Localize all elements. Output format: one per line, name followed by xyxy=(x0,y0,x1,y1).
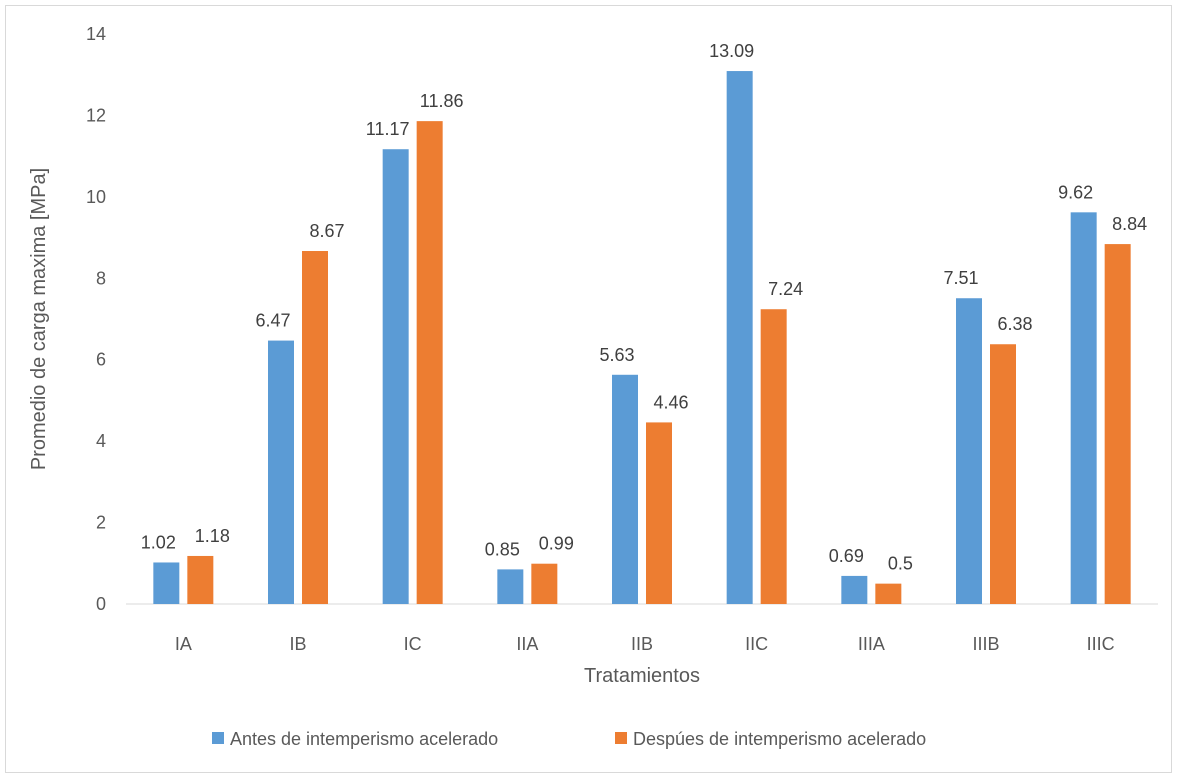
bar-antes-ib xyxy=(268,340,294,604)
bars xyxy=(153,71,1131,605)
data-label: 8.84 xyxy=(1112,214,1147,234)
bar-antes-ic xyxy=(382,149,409,604)
bar-despues-iib xyxy=(646,422,672,604)
legend-label: Antes de intemperismo acelerado xyxy=(230,729,498,749)
data-label: 11.86 xyxy=(420,91,464,111)
y-axis-ticks: 0 2 4 6 8 10 12 14 xyxy=(86,24,106,614)
x-tick-label: IIB xyxy=(631,634,653,654)
bar-antes-iiia xyxy=(841,575,868,604)
y-tick-label: 6 xyxy=(96,350,106,370)
bar-despues-ib xyxy=(302,251,328,604)
bar-antes-iiic xyxy=(1070,212,1097,605)
data-label: 0.5 xyxy=(888,554,913,574)
bar-antes-ia xyxy=(153,562,180,604)
x-axis-title: Tratamientos xyxy=(584,665,700,687)
data-label: 7.51 xyxy=(943,268,978,288)
y-tick-label: 10 xyxy=(86,187,106,207)
y-tick-label: 0 xyxy=(96,594,106,614)
x-tick-label: IB xyxy=(289,634,306,654)
bar-despues-ia xyxy=(187,555,214,604)
bar-antes-iiib xyxy=(956,298,982,604)
data-label: 9.62 xyxy=(1058,182,1093,202)
data-label: 0.99 xyxy=(539,534,574,554)
data-label: 6.38 xyxy=(997,314,1032,334)
y-tick-label: 12 xyxy=(86,105,106,125)
x-tick-label: IIIA xyxy=(858,634,885,654)
bar-antes-iic xyxy=(726,71,753,605)
x-axis-ticks: IA IB IC IIA IIB IIC IIIA IIIB IIIC xyxy=(175,634,1115,654)
data-label: 5.63 xyxy=(599,345,634,365)
bar-despues-iia xyxy=(531,563,558,604)
x-tick-label: IIC xyxy=(745,634,768,654)
y-axis-title: Promedio de carga maxima [MPa] xyxy=(28,168,50,470)
data-label: 11.17 xyxy=(366,119,410,139)
x-tick-label: IIA xyxy=(516,634,538,654)
y-tick-label: 4 xyxy=(96,431,106,451)
bar-despues-iic xyxy=(760,309,787,604)
data-label: 6.47 xyxy=(255,311,290,331)
bar-antes-iia xyxy=(497,569,524,604)
bar-despues-iiib xyxy=(990,344,1016,604)
y-tick-label: 14 xyxy=(86,24,106,44)
legend: Antes de intemperismo acelerado Despúes d… xyxy=(212,729,926,749)
data-label: 1.18 xyxy=(195,526,230,546)
bar-despues-iiia xyxy=(875,583,902,604)
bar-antes-iib xyxy=(612,374,638,604)
x-tick-label: IC xyxy=(404,634,422,654)
data-label: 0.69 xyxy=(829,546,864,566)
legend-swatch xyxy=(615,732,627,744)
y-tick-label: 8 xyxy=(96,268,106,288)
data-label: 1.02 xyxy=(141,532,176,552)
data-labels: 1.02 1.18 6.47 8.67 11.17 11.86 0.85 0.99 5.63 4.… xyxy=(141,41,1147,574)
bar-despues-ic xyxy=(416,121,443,604)
x-tick-label: IIIB xyxy=(972,634,999,654)
data-label: 4.46 xyxy=(653,392,688,412)
data-label: 13.09 xyxy=(709,41,754,61)
y-tick-label: 2 xyxy=(96,513,106,533)
data-label: 0.85 xyxy=(485,539,520,559)
x-tick-label: IIIC xyxy=(1087,634,1115,654)
legend-label: Despúes de intemperismo acelerado xyxy=(633,729,926,749)
x-tick-label: IA xyxy=(175,634,192,654)
data-label: 8.67 xyxy=(309,221,344,241)
data-label: 7.24 xyxy=(768,279,803,299)
bar-despues-iiic xyxy=(1104,244,1131,605)
legend-swatch xyxy=(212,732,224,744)
